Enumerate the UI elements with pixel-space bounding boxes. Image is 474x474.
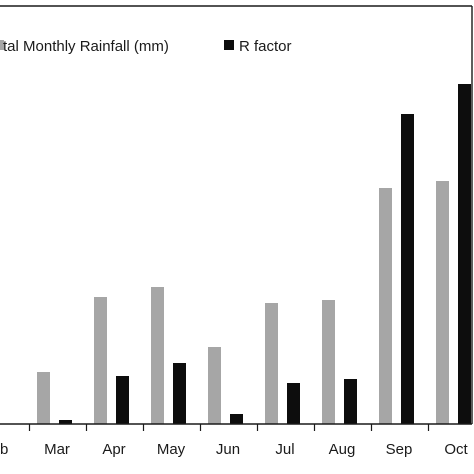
bar-rainfall-oct [436, 181, 449, 424]
bar-rainfall-may [151, 287, 164, 424]
bar-rainfall-apr [94, 297, 107, 424]
x-axis-ticks [28, 424, 430, 431]
bar-rainfall-mar [37, 372, 50, 424]
x-tick-label-aug: Aug [329, 441, 356, 458]
x-tick-label-eb: eb [0, 441, 8, 458]
x-tick-label-jun: Jun [216, 441, 240, 458]
x-axis-tick-labels: eb Mar Apr May Jun Jul Aug Sep Oct [0, 441, 468, 458]
legend-label-rainfall: tal Monthly Rainfall (mm) [3, 38, 169, 55]
x-tick-label-apr: Apr [102, 441, 125, 458]
x-tick-label-oct: Oct [444, 441, 468, 458]
bar-rfactor-may [173, 363, 186, 424]
bar-rfactor-jun [230, 414, 243, 424]
series-rfactor-bars [59, 84, 471, 424]
x-tick-label-may: May [157, 441, 186, 458]
bar-rainfall-aug [322, 300, 335, 424]
legend-swatch-rainfall [0, 40, 4, 50]
bar-rainfall-sep [379, 188, 392, 424]
bar-rfactor-oct [458, 84, 471, 424]
bar-rfactor-mar [59, 420, 72, 424]
bar-rfactor-aug [344, 379, 357, 424]
series-rainfall-bars [37, 181, 449, 424]
legend-label-rfactor: R factor [239, 38, 292, 55]
legend: tal Monthly Rainfall (mm) R factor [0, 38, 292, 55]
bar-rfactor-jul [287, 383, 300, 424]
x-tick-label-jul: Jul [275, 441, 294, 458]
x-tick-label-sep: Sep [386, 441, 413, 458]
bar-rfactor-apr [116, 376, 129, 424]
bar-rfactor-sep [401, 114, 414, 424]
bar-rainfall-jul [265, 303, 278, 424]
x-tick-label-mar: Mar [44, 441, 70, 458]
legend-swatch-rfactor [224, 40, 234, 50]
bar-rainfall-jun [208, 347, 221, 424]
